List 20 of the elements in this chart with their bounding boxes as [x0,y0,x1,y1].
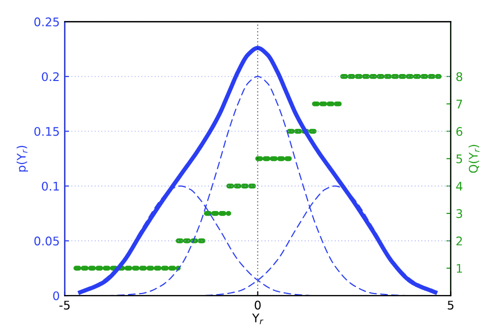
y-axis-title: p(Y$_{r}$) [16,146,28,172]
x-tick-label: 5 [448,300,454,310]
y2-tick-label: 4 [456,182,462,191]
y2-tick-label: 7 [456,100,462,108]
y2-tick-label: 8 [456,72,462,82]
y2-tick-label: 3 [456,209,462,218]
y-tick-label: 0.25 [34,17,59,26]
y2-tick-label: 5 [456,154,462,164]
y-tick-label: 0.1 [42,182,59,191]
y-tick-label: 0.05 [34,236,59,246]
y2-tick-label: 6 [456,126,462,136]
y2-tick-label: 1 [456,264,462,273]
y-tick-label: 0.2 [42,72,59,82]
y-tick-label: 0.15 [34,126,59,136]
y2-tick-label: 2 [456,236,462,246]
x-tick-label: 0 [254,300,261,310]
y-tick-label: 0 [53,291,60,300]
x-axis-title: Y$_{r}$ [252,314,264,324]
y2-axis-title: Q(Y$_{r}$) [468,144,480,173]
x-tick-label: -5 [59,300,70,310]
